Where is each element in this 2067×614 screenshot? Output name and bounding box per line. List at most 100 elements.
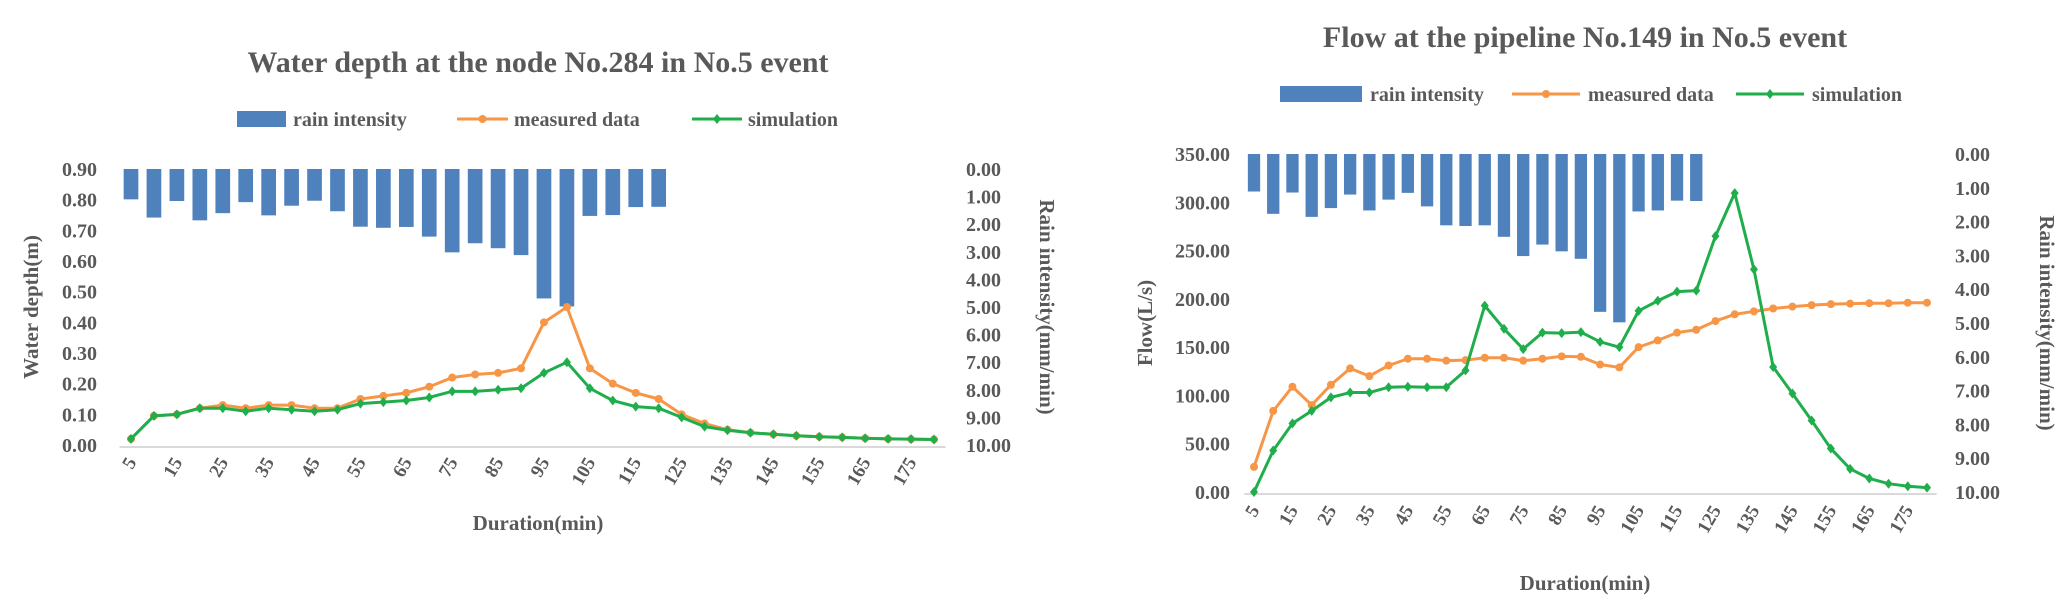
simulation-point — [264, 403, 273, 414]
x-tick-label: 105 — [568, 454, 600, 489]
measured-point — [1711, 317, 1720, 326]
measured-point — [608, 379, 617, 388]
measured-point — [1884, 299, 1893, 308]
simulation-point — [448, 386, 457, 397]
x-tick-label: 95 — [1583, 502, 1611, 529]
y2-tick-label: 6.00 — [1955, 347, 1990, 369]
measured-point — [1769, 304, 1778, 313]
rain-bar — [1555, 154, 1568, 252]
simulation-point — [1711, 231, 1720, 242]
simulation-point — [838, 432, 847, 443]
simulation-point — [149, 410, 158, 421]
chart-title: Flow at the pipeline No.149 in No.5 even… — [1323, 21, 1847, 54]
y-tick-label: 0.10 — [62, 404, 97, 426]
simulation-point — [746, 427, 755, 438]
x-tick-label: 165 — [843, 454, 875, 489]
y-tick-label: 0.70 — [62, 220, 97, 242]
simulation-point — [585, 383, 594, 394]
y2-tick-label: 0.00 — [1955, 144, 1990, 166]
y-tick-label: 0.60 — [62, 251, 97, 273]
rain-bar — [651, 169, 667, 207]
y2-tick-label: 5.00 — [1955, 313, 1990, 335]
simulation-point — [677, 412, 686, 423]
rain-bar — [1343, 154, 1357, 195]
measured-point — [1673, 328, 1682, 337]
y-tick-label: 0.00 — [62, 435, 97, 457]
chart-2: Flow at the pipeline No.149 in No.5 even… — [1133, 21, 2059, 595]
x-tick-label: 55 — [343, 454, 371, 481]
simulation-point — [700, 421, 709, 432]
measured-point — [1788, 302, 1797, 311]
x-tick-label: 35 — [1352, 502, 1380, 529]
legend-label: measured data — [1588, 84, 1714, 106]
measured-point — [471, 370, 480, 379]
simulation-point — [654, 403, 663, 414]
y-tick-label: 350.00 — [1175, 144, 1230, 166]
measured-point — [1634, 343, 1643, 352]
rain-bar — [330, 169, 345, 212]
measured-point — [1326, 380, 1335, 389]
simulation-point — [1730, 188, 1739, 199]
x-tick-label: 45 — [297, 454, 325, 481]
rain-bar — [1401, 154, 1414, 193]
rain-bar — [1459, 154, 1472, 226]
simulation-point — [1499, 323, 1508, 334]
x-tick-label: 75 — [435, 454, 463, 481]
simulation-point — [1557, 328, 1566, 339]
y2-tick-label: 8.00 — [966, 380, 1001, 402]
simulation-point — [792, 430, 801, 441]
measured-point — [1615, 363, 1624, 372]
simulation-point — [608, 395, 617, 406]
y2-tick-label: 10.00 — [1955, 482, 2000, 504]
measured-point — [1923, 298, 1931, 307]
x-tick-label: 175 — [889, 454, 921, 489]
simulation-point — [195, 403, 204, 414]
simulation-point — [1307, 405, 1316, 416]
rain-bar — [307, 169, 322, 201]
y-tick-label: 250.00 — [1175, 241, 1230, 263]
rain-bar — [582, 169, 598, 216]
rain-bar — [490, 169, 506, 249]
x-tick-label: 5 — [1241, 502, 1264, 521]
simulation-point — [127, 433, 135, 444]
y2-axis-title: Rain intensity(mm/min) — [1035, 199, 1059, 414]
x-tick-label: 15 — [160, 454, 188, 481]
rain-bar — [169, 169, 185, 202]
rain-bar — [1536, 154, 1549, 245]
x-tick-label: 5 — [118, 454, 141, 473]
y-tick-label: 0.40 — [62, 312, 97, 334]
y2-tick-label: 7.00 — [966, 352, 1001, 374]
chart-1: Water depth at the node No.284 in No.5 e… — [19, 46, 1059, 535]
y-tick-label: 0.30 — [62, 343, 97, 365]
simulation-point — [884, 433, 893, 444]
rain-bar — [513, 169, 529, 256]
y-tick-label: 50.00 — [1185, 434, 1230, 456]
measured-point — [1538, 354, 1547, 363]
simulation-point — [930, 434, 938, 445]
measured-point — [1576, 352, 1585, 361]
simulation-point — [815, 431, 824, 442]
measured-point — [425, 382, 434, 391]
measured-point — [1269, 406, 1278, 415]
x-tick-label: 125 — [660, 454, 692, 489]
y2-tick-label: 1.00 — [966, 187, 1001, 209]
rain-bar — [1440, 154, 1453, 226]
rain-bar — [238, 169, 254, 203]
measured-point — [1807, 301, 1816, 310]
simulation-point — [562, 357, 571, 368]
rain-bar — [123, 169, 139, 200]
measured-point — [379, 391, 388, 400]
simulation-point — [1519, 344, 1528, 355]
y-tick-label: 0.00 — [1195, 482, 1230, 504]
x-tick-label: 45 — [1390, 502, 1418, 529]
x-tick-label: 35 — [251, 454, 279, 481]
rain-bar — [192, 169, 208, 221]
simulation-point — [425, 392, 434, 403]
simulation-point — [1673, 286, 1682, 297]
rain-bar — [261, 169, 276, 216]
rain-bar — [1382, 154, 1395, 200]
measured-point — [539, 318, 548, 327]
rain-bar — [1497, 154, 1511, 237]
x-tick-label: 165 — [1847, 502, 1879, 537]
y-tick-label: 300.00 — [1175, 192, 1230, 214]
